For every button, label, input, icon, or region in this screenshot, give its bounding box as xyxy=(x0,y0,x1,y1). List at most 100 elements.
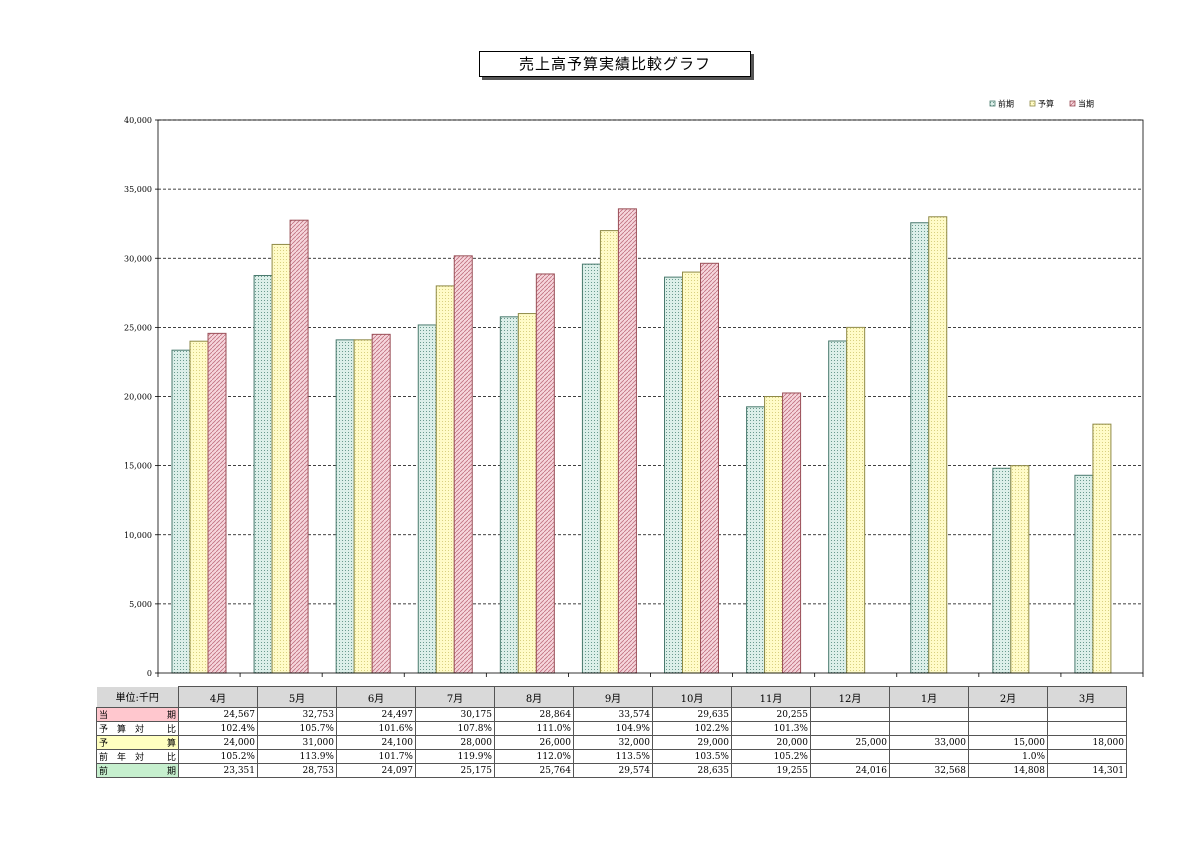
y-tick-label: 0 xyxy=(147,669,152,678)
month-header: 6月 xyxy=(336,686,416,708)
table-cell: 101.3% xyxy=(731,721,811,736)
y-tick-label: 40,000 xyxy=(124,116,152,125)
y-tick-label: 20,000 xyxy=(124,393,152,402)
legend-swatch xyxy=(1069,100,1076,107)
table-row: 前期 23,351 28,753 24,097 25,175 25,764 29,574 28… xyxy=(96,763,1127,778)
table-cell: 29,635 xyxy=(652,707,732,722)
bar-current xyxy=(453,255,473,674)
table-row: 当期 24,567 32,753 24,497 30,175 28,864 33,574 29… xyxy=(96,707,1127,722)
month-header: 8月 xyxy=(494,686,574,708)
month-header: 11月 xyxy=(731,686,811,708)
legend-label: 当期 xyxy=(1078,99,1094,109)
row-label: 前期 xyxy=(96,763,179,778)
y-tick-label: 30,000 xyxy=(124,254,152,263)
bar-budget xyxy=(435,285,455,674)
table-row: 前 年 対比 105.2% 113.9% 101.7% 119.9% 112.0% 113.… xyxy=(96,749,1127,764)
y-tick-label: 15,000 xyxy=(124,462,152,471)
bar-budget xyxy=(682,271,701,674)
table-cell: 32,753 xyxy=(257,707,337,722)
table-cell: 33,574 xyxy=(573,707,653,722)
table-cell: 20,255 xyxy=(731,707,811,722)
bar-current xyxy=(617,208,637,674)
table-cell: 29,574 xyxy=(573,763,653,778)
table-cell: 1.0% xyxy=(968,749,1048,764)
bars xyxy=(171,208,1112,674)
table-cell: 26,000 xyxy=(494,735,574,750)
bar-prev-year xyxy=(746,406,766,674)
bar-current xyxy=(782,392,802,674)
bar-budget xyxy=(353,339,373,674)
table-row: 予 算 対比 102.4% 105.7% 101.6% 107.8% 111.0% 104.… xyxy=(96,721,1127,736)
table-row: 予算 24,000 31,000 24,100 28,000 26,000 32,000 29… xyxy=(96,735,1127,750)
table-cell xyxy=(1047,721,1127,736)
table-cell: 24,497 xyxy=(336,707,416,722)
table-cell: 29,000 xyxy=(652,735,732,750)
axes: 0 5,000 10,000 15,000 20,000 25,000 30,000 35,0… xyxy=(124,116,1144,678)
table-cell: 15,000 xyxy=(968,735,1048,750)
bar-prev-year xyxy=(1074,474,1094,674)
table-cell xyxy=(1047,707,1127,722)
table-cell: 112.0% xyxy=(494,749,574,764)
table-cell xyxy=(968,707,1048,722)
bar-budget xyxy=(271,243,291,674)
table-cell: 104.9% xyxy=(573,721,653,736)
bar-prev-year xyxy=(664,276,683,674)
table-cell: 30,175 xyxy=(415,707,495,722)
row-label: 当期 xyxy=(96,707,179,722)
table-cell: 101.6% xyxy=(336,721,416,736)
month-header: 7月 xyxy=(415,686,495,708)
row-label: 予 算 対比 xyxy=(96,721,179,736)
table-cell: 119.9% xyxy=(415,749,495,764)
bar-prev-year xyxy=(910,222,930,674)
table-header-row: 単位:千円 4月 5月 6月 7月 8月 9月 10月 11月 12月 1月 2月 3月 xyxy=(96,686,1127,708)
bar-budget xyxy=(517,313,537,674)
table-cell xyxy=(968,721,1048,736)
bar-prev-year xyxy=(253,274,273,674)
bar-prev-year xyxy=(499,316,519,674)
table-cell: 25,000 xyxy=(810,735,890,750)
table-cell: 20,000 xyxy=(731,735,811,750)
table-cell: 24,100 xyxy=(336,735,416,750)
month-header: 12月 xyxy=(810,686,890,708)
table-cell: 107.8% xyxy=(415,721,495,736)
table-cell: 113.5% xyxy=(573,749,653,764)
legend-swatch xyxy=(1029,100,1036,107)
table-cell xyxy=(889,707,969,722)
bar-budget xyxy=(599,230,619,674)
table-cell: 18,000 xyxy=(1047,735,1127,750)
bar-prev-year xyxy=(992,467,1012,674)
bar-prev-year xyxy=(828,340,848,674)
month-header: 3月 xyxy=(1047,686,1127,708)
table-cell: 102.2% xyxy=(652,721,732,736)
bar-budget xyxy=(764,396,784,674)
row-label: 前 年 対比 xyxy=(96,749,179,764)
bar-chart: 0 5,000 10,000 15,000 20,000 25,000 30,000 35,0… xyxy=(124,99,1144,678)
month-header: 9月 xyxy=(573,686,653,708)
bar-budget xyxy=(1010,465,1030,674)
bar-budget xyxy=(846,326,866,674)
table-cell: 31,000 xyxy=(257,735,337,750)
month-header: 1月 xyxy=(889,686,969,708)
table-cell: 25,764 xyxy=(494,763,574,778)
table-cell: 24,097 xyxy=(336,763,416,778)
month-header: 4月 xyxy=(178,686,258,708)
table-cell: 28,753 xyxy=(257,763,337,778)
table-cell: 25,175 xyxy=(415,763,495,778)
bar-prev-year xyxy=(581,263,601,674)
table-cell: 101.7% xyxy=(336,749,416,764)
unit-label: 単位:千円 xyxy=(96,686,179,708)
table-cell: 113.9% xyxy=(257,749,337,764)
table-cell: 28,864 xyxy=(494,707,574,722)
table-cell: 103.5% xyxy=(652,749,732,764)
bar-current xyxy=(289,219,309,674)
table-cell: 33,000 xyxy=(889,735,969,750)
y-tick-label: 25,000 xyxy=(124,323,152,332)
table-cell: 19,255 xyxy=(731,763,811,778)
table-cell: 28,635 xyxy=(652,763,732,778)
table-cell: 28,000 xyxy=(415,735,495,750)
bar-current xyxy=(700,262,719,674)
table-cell xyxy=(889,749,969,764)
table-cell: 32,000 xyxy=(573,735,653,750)
bar-budget xyxy=(928,216,948,674)
table-cell: 111.0% xyxy=(494,721,574,736)
